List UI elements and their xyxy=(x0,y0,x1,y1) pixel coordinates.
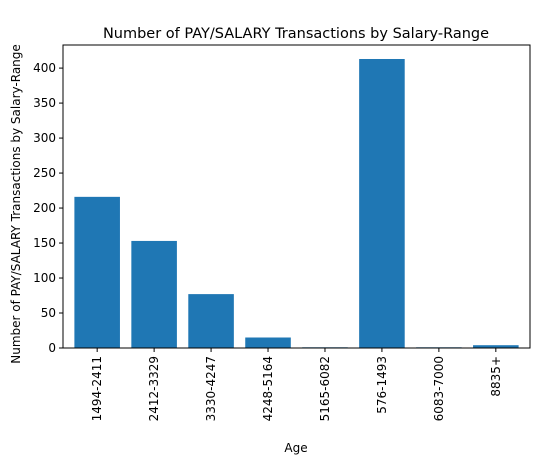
y-tick-label: 400 xyxy=(33,61,56,75)
bar-576-1493 xyxy=(359,58,405,348)
bars-group xyxy=(74,58,519,348)
x-tick-label: 5165-6082 xyxy=(318,356,332,421)
x-tick-label: 6083-7000 xyxy=(432,356,446,421)
y-tick-label: 200 xyxy=(33,201,56,215)
y-axis: 0 50 100 150 200 250 300 350 400 xyxy=(33,61,63,355)
y-tick-label: 250 xyxy=(33,166,56,180)
bar-4248-5164 xyxy=(245,337,291,348)
y-tick-label: 100 xyxy=(33,271,56,285)
chart-title: Number of PAY/SALARY Transactions by Sal… xyxy=(103,26,489,42)
bar-3330-4247 xyxy=(188,294,234,348)
x-axis-label: Age xyxy=(284,441,307,455)
x-tick-label: 4248-5164 xyxy=(261,356,275,421)
bar-1494-2411 xyxy=(74,196,120,348)
x-tick-label: 3330-4247 xyxy=(204,356,218,421)
x-axis: 1494-2411 2412-3329 3330-4247 4248-5164 5165… xyxy=(90,348,503,421)
x-tick-label: 8835+ xyxy=(489,356,503,397)
y-tick-label: 50 xyxy=(41,306,56,320)
y-tick-label: 350 xyxy=(33,96,56,110)
x-tick-label: 576-1493 xyxy=(375,356,389,414)
y-tick-label: 150 xyxy=(33,236,56,250)
plot-frame xyxy=(62,44,531,349)
bar-2412-3329 xyxy=(131,240,177,348)
bar-8835+ xyxy=(473,345,519,348)
y-tick-label: 300 xyxy=(33,131,56,145)
y-axis-label: Number of PAY/SALARY Transactions by Sal… xyxy=(9,44,23,364)
x-tick-label: 1494-2411 xyxy=(90,356,104,421)
y-tick-label: 0 xyxy=(48,341,56,355)
x-tick-label: 2412-3329 xyxy=(147,356,161,421)
